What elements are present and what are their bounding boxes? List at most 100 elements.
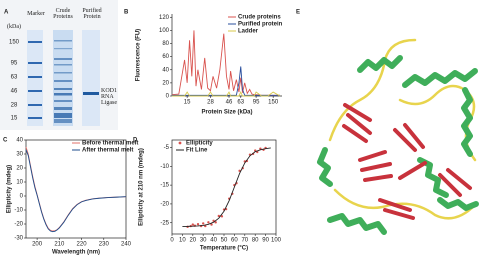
y-tick-label: 10 [16, 180, 23, 186]
panel-label: E [296, 10, 300, 16]
x-tick-label: 10 [179, 238, 186, 244]
legend-label: Before thermal melt [82, 141, 138, 147]
legend-label: Fit Line [186, 148, 208, 154]
x-axis-label: Wavelength (nm) [52, 250, 100, 256]
data-point [220, 215, 224, 218]
y-tick-label: -10 [160, 164, 169, 170]
y-axis-label: Ellipticity (mdeg) [7, 165, 13, 213]
band-label: KOD1 RNA Ligase [101, 88, 117, 106]
x-tick-label: 15 [184, 100, 191, 106]
purified-band [83, 92, 99, 95]
x-tick-label: 40 [210, 238, 217, 244]
series-line [182, 147, 271, 227]
plot-frame [171, 139, 277, 235]
x-tick-label: 20 [189, 238, 196, 244]
marker-size: 46 [11, 89, 18, 95]
y-tick-label: -20 [14, 222, 23, 228]
marker-size: 63 [11, 75, 18, 81]
legend-label: Ellipticity [186, 141, 213, 147]
x-tick-label: 50 [221, 238, 228, 244]
chart: 15 28 46 63 95 150 0 20 40 60 80 100 120 Protein Size… [136, 14, 283, 116]
panel-label: D [133, 138, 138, 144]
series-line [25, 149, 127, 233]
chart: 200 210 220 230 240 -30 -20 -10 0 10 20 30 40 Wavelen… [7, 138, 139, 256]
y-tick-label: 60 [162, 54, 169, 60]
y-tick-label: 100 [159, 28, 170, 34]
y-tick-label: 0 [166, 94, 170, 100]
x-tick-label: 220 [77, 242, 88, 248]
chart: 0 10 20 30 40 50 60 70 80 90 100 -25 -20 -15 -10 -5 Temp… [139, 139, 282, 252]
y-tick-label: 30 [16, 152, 23, 158]
legend-swatch [178, 141, 182, 145]
lane-label: Marker [27, 11, 45, 17]
x-tick-label: 100 [271, 238, 282, 244]
y-tick-label: 40 [162, 67, 169, 73]
gel-lane [53, 30, 73, 126]
marker-band [28, 76, 42, 78]
marker-band [28, 104, 42, 106]
series-line [25, 146, 127, 232]
x-tick-label: 28 [207, 100, 214, 106]
series-line [172, 90, 281, 97]
y-tick-label: 120 [159, 15, 170, 21]
marker-size: 150 [9, 40, 20, 46]
lane-label: Crude Proteins [53, 8, 73, 20]
x-tick-label: 70 [241, 238, 248, 244]
gel-lane [82, 30, 100, 126]
legend-label: Ladder [238, 29, 259, 35]
y-tick-label: -20 [160, 201, 169, 207]
y-tick-label: -25 [160, 220, 169, 226]
x-tick-label: 63 [237, 100, 244, 106]
x-tick-label: 200 [32, 242, 43, 248]
marker-band [28, 62, 42, 64]
marker-band [28, 90, 42, 92]
panel-label: B [124, 10, 129, 16]
y-tick-label: 20 [16, 166, 23, 172]
y-axis-label: Fluorescence (FU) [136, 29, 142, 81]
x-tick-label: 230 [99, 242, 110, 248]
y-tick-label: -10 [14, 208, 23, 214]
data-point [191, 223, 194, 226]
x-tick-label: 60 [231, 238, 238, 244]
y-tick-label: 20 [162, 80, 169, 86]
marker-size: 15 [11, 116, 18, 122]
y-tick-label: 80 [162, 41, 169, 47]
data-point [196, 223, 200, 226]
marker-size: 28 [11, 103, 18, 109]
marker-band [28, 41, 42, 43]
x-axis-label: Protein Size (kDa) [201, 110, 252, 116]
x-tick-label: 210 [54, 242, 65, 248]
marker-band [28, 117, 42, 119]
y-tick-label: -15 [160, 183, 169, 189]
marker-size: 95 [11, 61, 18, 67]
y-tick-label: -30 [14, 236, 23, 242]
x-tick-label: 0 [170, 238, 174, 244]
data-point [207, 221, 210, 224]
legend-label: After thermal melt [82, 148, 133, 154]
x-axis-label: Temperature (°C) [200, 246, 248, 252]
panel-label: A [4, 10, 9, 16]
x-tick-label: 95 [253, 100, 260, 106]
x-tick-label: 150 [268, 100, 279, 106]
lane-label: Purified Protein [82, 8, 102, 20]
y-tick-label: 40 [16, 138, 23, 144]
x-tick-label: 46 [226, 100, 233, 106]
data-point [214, 221, 217, 224]
protein-structure [317, 38, 479, 235]
plot-frame [25, 139, 127, 239]
legend-label: Crude proteins [238, 15, 281, 21]
data-point [217, 214, 220, 218]
unit-label: (kDa) [7, 24, 21, 30]
series-line [171, 30, 280, 96]
y-axis-label: Ellipticity at 210 nm (mdeg) [139, 148, 145, 226]
data-point [202, 222, 205, 225]
panel-label: C [3, 138, 8, 144]
data-point [210, 223, 213, 226]
x-tick-label: 240 [121, 242, 132, 248]
x-tick-label: 80 [252, 238, 259, 244]
x-tick-label: 90 [262, 238, 269, 244]
y-tick-label: -5 [164, 145, 170, 151]
crude-bands [54, 40, 72, 123]
